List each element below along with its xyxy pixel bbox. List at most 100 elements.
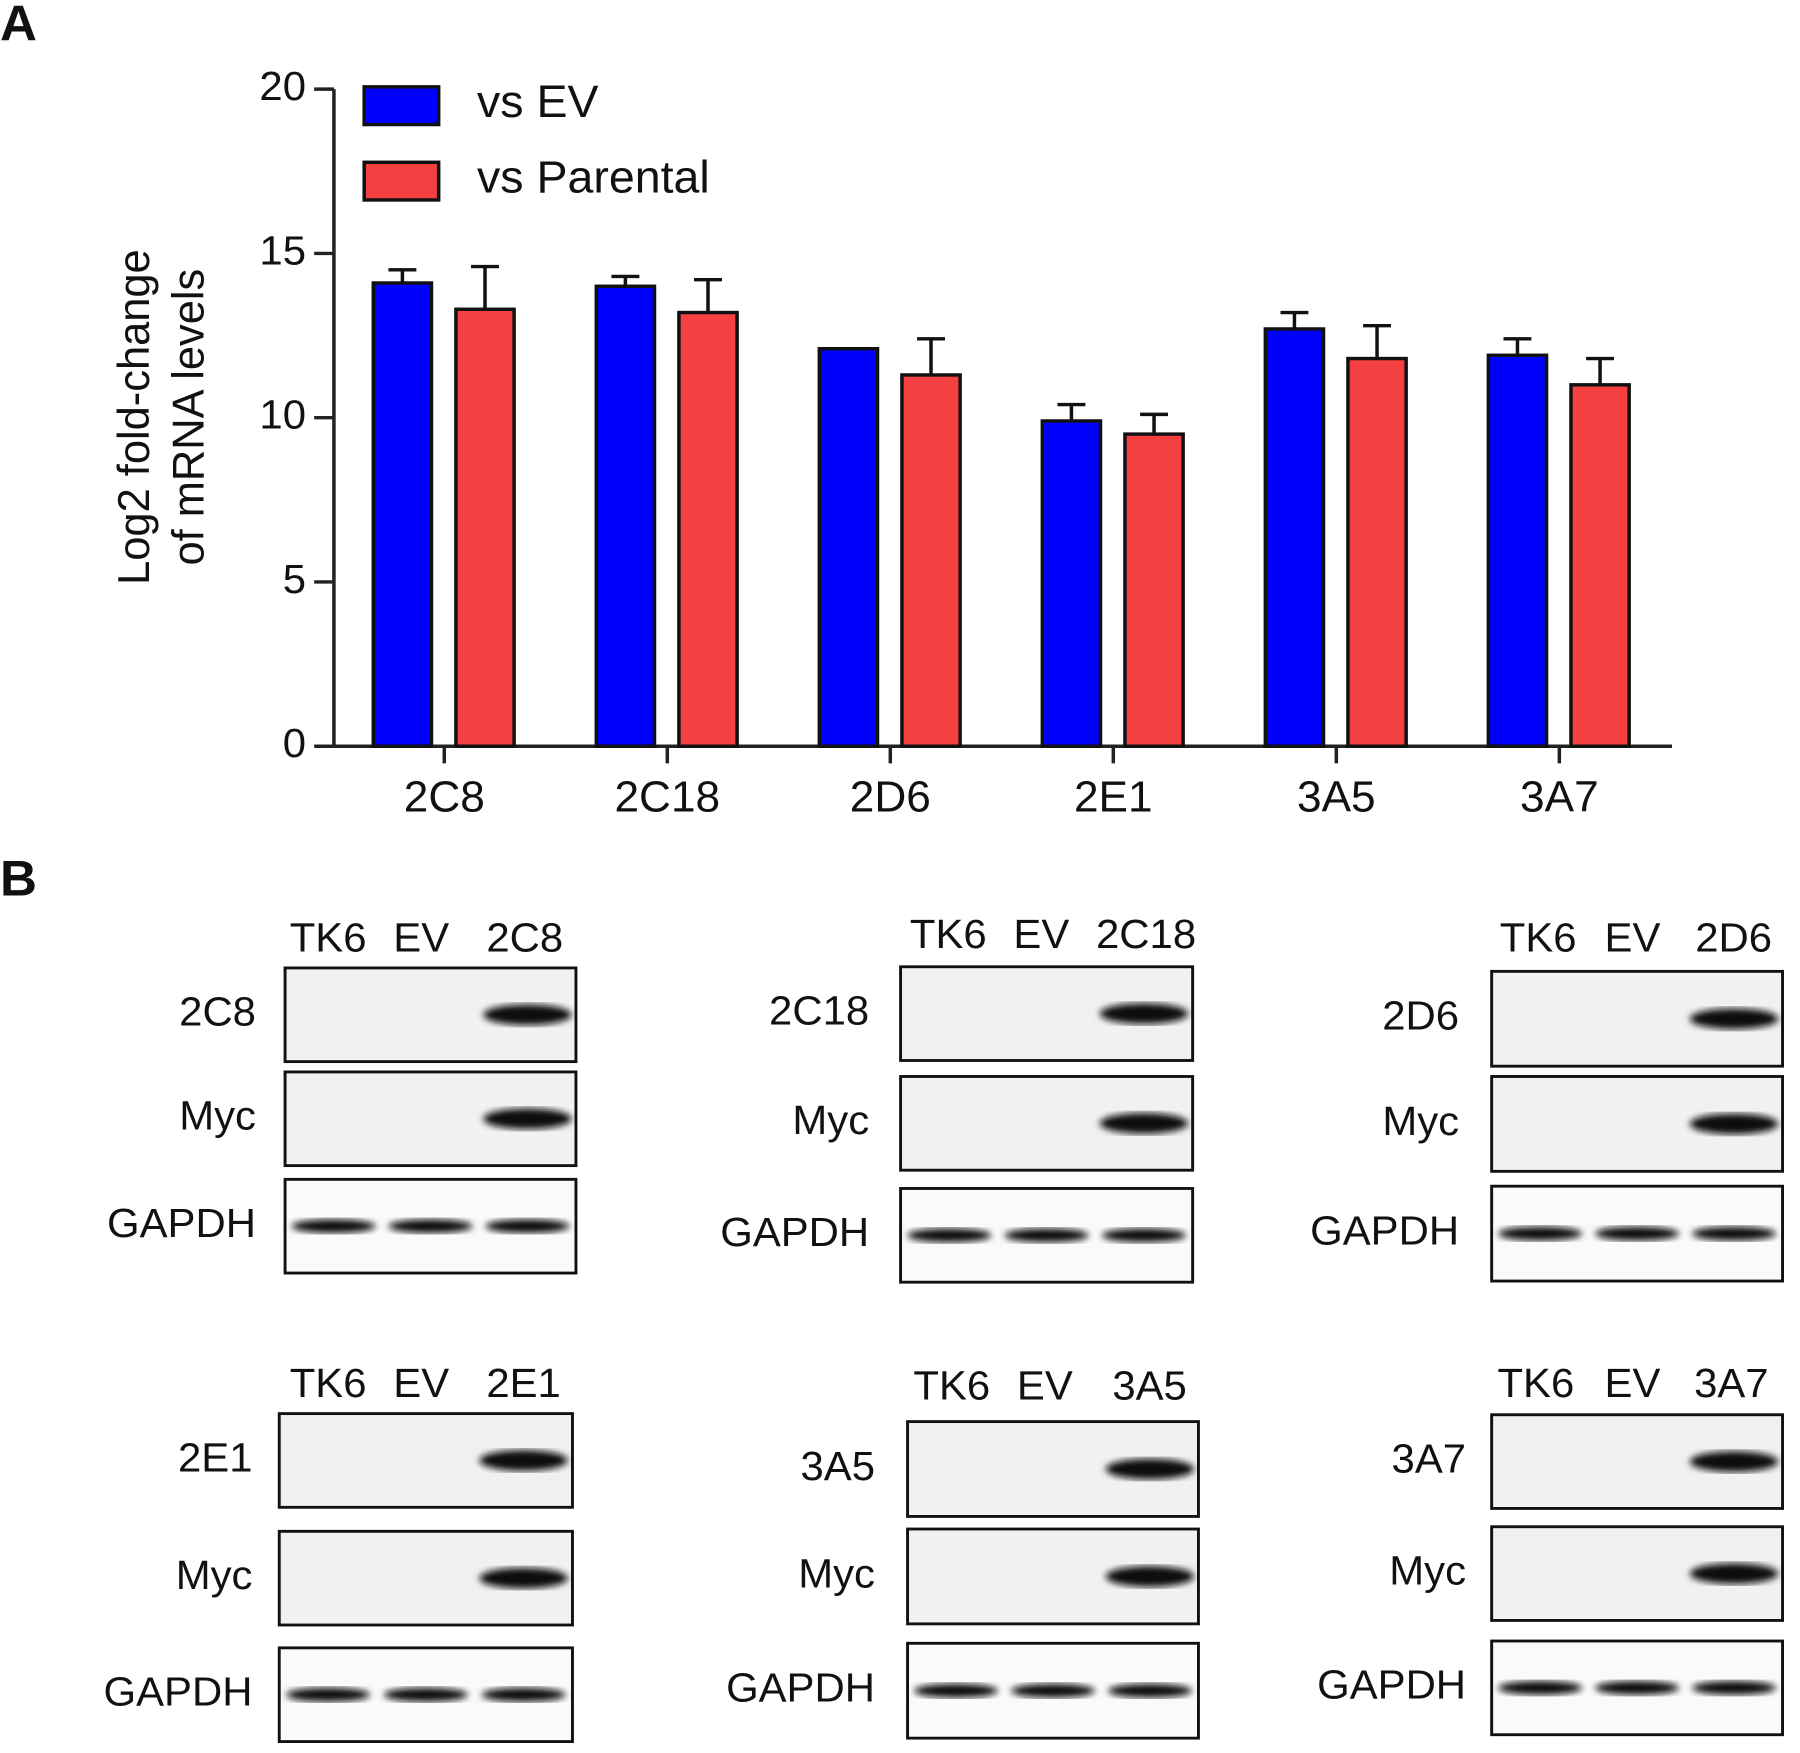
lane-label: 2E1 [486,1359,561,1406]
bar [677,310,739,748]
bar [817,346,880,748]
row-label: GAPDH [1317,1661,1466,1708]
legend-label: vs EV [477,76,599,128]
band [1102,1228,1186,1243]
row-label: Myc [1382,1097,1459,1144]
band [1108,1683,1192,1698]
band [1689,1451,1779,1472]
error-bar [1140,412,1169,435]
blot-frame [1490,1525,1785,1622]
lane-label: TK6 [1500,914,1577,961]
band [1692,1681,1776,1695]
band [1099,1003,1189,1024]
row-label: 2E1 [178,1434,253,1481]
x-tick-label: 3A5 [1297,773,1376,822]
band [388,1219,473,1234]
x-tick-label: 2C8 [404,773,485,822]
lane-label: 3A7 [1694,1359,1769,1406]
error-bar [611,274,640,287]
row-label: 2C8 [179,988,256,1035]
lane-label: TK6 [290,1359,367,1406]
lane-label: TK6 [910,910,987,957]
band [1689,1113,1779,1135]
band [485,1219,570,1234]
bar [1569,383,1631,748]
lane-label: TK6 [1497,1359,1574,1406]
bar [1346,356,1408,748]
x-tick-label: 2E1 [1074,773,1153,822]
lane-label: TK6 [290,914,367,961]
lane-label: 2D6 [1695,914,1772,961]
y-tick-label: 5 [283,555,306,602]
row-label: 3A5 [800,1442,875,1489]
y-axis-label: Log2 fold-change [110,249,159,585]
y-tick-label: 20 [259,62,306,109]
row-label: Myc [792,1097,869,1144]
band [479,1567,568,1589]
band [383,1687,468,1702]
error-bar [1363,323,1392,359]
lane-label: 3A5 [1112,1362,1187,1409]
y-tick-label: 0 [283,719,306,766]
error-bar [1586,356,1615,385]
lane-label: EV [1017,1362,1073,1409]
bar [900,373,962,748]
y-axis-label: of mRNA levels [164,269,213,566]
band [1011,1683,1095,1698]
error-bar [1280,310,1309,329]
row-label: Myc [176,1551,253,1598]
x-tick-label: 3A7 [1520,773,1599,822]
band [1105,1566,1195,1587]
band [1498,1226,1583,1241]
lane-label: 2C18 [1096,910,1196,957]
lane-label: EV [1605,1359,1661,1406]
row-label: GAPDH [104,1668,253,1715]
x-tick-label: 2D6 [850,773,931,822]
lane-label: TK6 [913,1362,990,1409]
bar [1123,432,1185,748]
lane-label: 2C8 [486,914,563,961]
band [286,1687,371,1702]
row-label: Myc [798,1550,875,1597]
lane-label: EV [1605,914,1661,961]
band [483,1004,572,1026]
band [1692,1226,1776,1241]
error-bar [1503,337,1532,356]
band [1105,1458,1195,1480]
error-bar [1057,402,1086,421]
band [1595,1226,1679,1241]
band [479,1450,568,1471]
band [1595,1681,1679,1695]
bar [454,307,516,748]
band [1689,1008,1779,1030]
band [907,1228,992,1243]
band [1689,1563,1779,1584]
band [1498,1681,1583,1695]
bar [1486,353,1549,748]
row-label: Myc [179,1092,256,1139]
row-label: Myc [1389,1547,1466,1594]
band [1004,1228,1089,1243]
panel-label: A [0,0,37,52]
bar [371,281,434,748]
row-label: GAPDH [1310,1207,1459,1254]
y-tick-label: 10 [259,391,306,438]
band [914,1683,998,1698]
y-tick-label: 15 [259,227,306,274]
band [1099,1113,1189,1134]
bar [1263,327,1326,748]
row-label: 3A7 [1392,1435,1467,1482]
row-label: GAPDH [726,1664,875,1711]
error-bar [917,337,945,375]
band [481,1687,566,1702]
legend-swatch [362,160,441,202]
lane-label: EV [393,914,449,961]
error-bar [694,277,722,313]
error-bar [471,264,499,310]
panel-label: B [0,850,37,906]
band [291,1219,376,1234]
row-label: 2C18 [769,987,869,1034]
bar [594,284,657,748]
row-label: GAPDH [720,1209,869,1256]
